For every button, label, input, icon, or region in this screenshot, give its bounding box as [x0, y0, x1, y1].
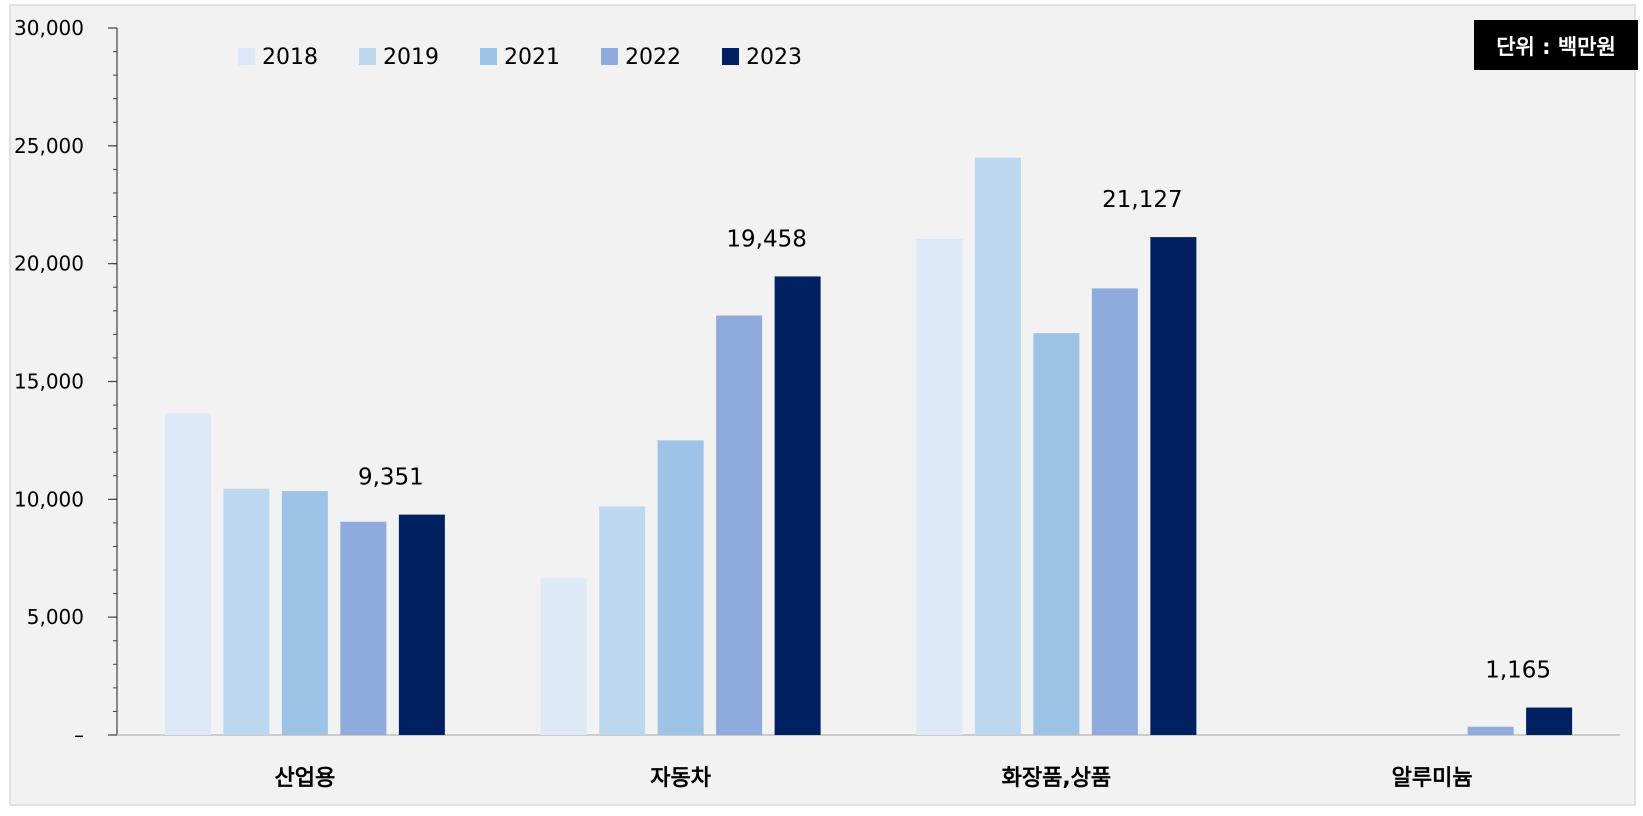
unit-box-background [1474, 20, 1638, 70]
bar-2022 [1467, 726, 1514, 735]
bar-2018 [164, 413, 211, 735]
bar-2023 [1150, 237, 1197, 735]
bar-2022 [716, 315, 763, 735]
data-label: 9,351 [358, 465, 424, 491]
x-category-label: 산업용 [275, 766, 336, 791]
x-category-label: 자동차 [650, 766, 711, 791]
legend-label-2023: 2023 [746, 45, 802, 70]
legend-label-2022: 2022 [625, 45, 681, 70]
unit-label: 단위 : 백만원 [1496, 35, 1616, 59]
legend-label-2018: 2018 [262, 45, 318, 70]
y-tick-label: – [74, 723, 84, 747]
y-tick-label: 10,000 [14, 487, 84, 511]
y-tick-label: 15,000 [14, 370, 84, 394]
legend-swatch-2023 [722, 48, 739, 65]
bars [164, 157, 1573, 735]
y-tick-label: 20,000 [14, 252, 84, 276]
data-labels: 9,351 19,458 21,127 1,165 [358, 187, 1551, 683]
bar-2018 [540, 578, 587, 735]
legend-label-2019: 2019 [383, 45, 439, 70]
legend-swatch-2021 [480, 48, 497, 65]
y-tick-label: 30,000 [14, 16, 84, 40]
bar-2022 [340, 521, 387, 735]
data-label: 1,165 [1485, 658, 1551, 684]
bar-2021 [657, 440, 704, 735]
bar-2023 [774, 276, 821, 735]
unit-box: 단위 : 백만원 [1474, 20, 1638, 70]
y-tick-label: 5,000 [27, 605, 84, 629]
data-label: 19,458 [726, 226, 806, 252]
bar-2021 [281, 491, 328, 735]
bar-2019 [974, 157, 1021, 735]
legend-swatch-2019 [359, 48, 376, 65]
bar-2022 [1091, 288, 1138, 735]
x-axis-labels: 산업용 자동차 화장품,상품 알루미늄 [275, 766, 1473, 791]
legend-swatch-2022 [601, 48, 618, 65]
legend-swatch-2018 [238, 48, 255, 65]
legend-label-2021: 2021 [504, 45, 560, 70]
x-category-label: 화장품,상품 [1002, 766, 1112, 791]
bar-2023 [1526, 707, 1573, 735]
legend: 2018 2019 2021 2022 2023 [238, 45, 802, 70]
bar-2023 [398, 514, 445, 735]
x-category-label: 알루미늄 [1392, 766, 1473, 791]
bar-2019 [223, 488, 270, 735]
bar-2018 [916, 238, 963, 735]
data-label: 21,127 [1102, 187, 1182, 213]
bar-2019 [599, 506, 646, 735]
y-tick-label: 25,000 [14, 134, 84, 158]
plot-background [9, 4, 1636, 806]
bar-2021 [1033, 333, 1080, 735]
